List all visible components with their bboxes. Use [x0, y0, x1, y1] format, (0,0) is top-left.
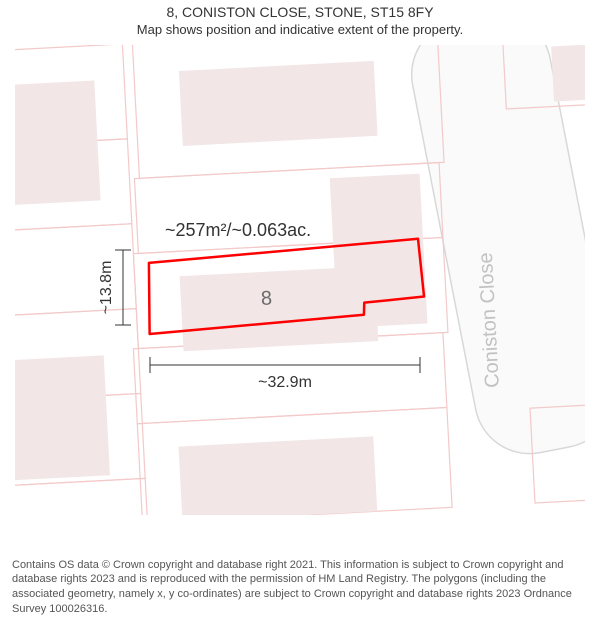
- map-area: 8 Coniston Close ~32.9m~13.8m ~257m²/~0.…: [15, 45, 585, 515]
- width-dimension-label: ~32.9m: [258, 374, 312, 391]
- page-title: 8, CONISTON CLOSE, STONE, ST15 8FY: [0, 4, 600, 20]
- footer: Contains OS data © Crown copyright and d…: [12, 558, 588, 617]
- height-dimension-label: ~13.8m: [98, 261, 115, 315]
- area-label: ~257m²/~0.063ac.: [165, 220, 311, 241]
- map-svg: 8 Coniston Close ~32.9m~13.8m: [15, 45, 585, 515]
- header: 8, CONISTON CLOSE, STONE, ST15 8FY Map s…: [0, 4, 600, 37]
- page: 8, CONISTON CLOSE, STONE, ST15 8FY Map s…: [0, 0, 600, 625]
- house-number: 8: [260, 288, 272, 311]
- page-subtitle: Map shows position and indicative extent…: [0, 22, 600, 37]
